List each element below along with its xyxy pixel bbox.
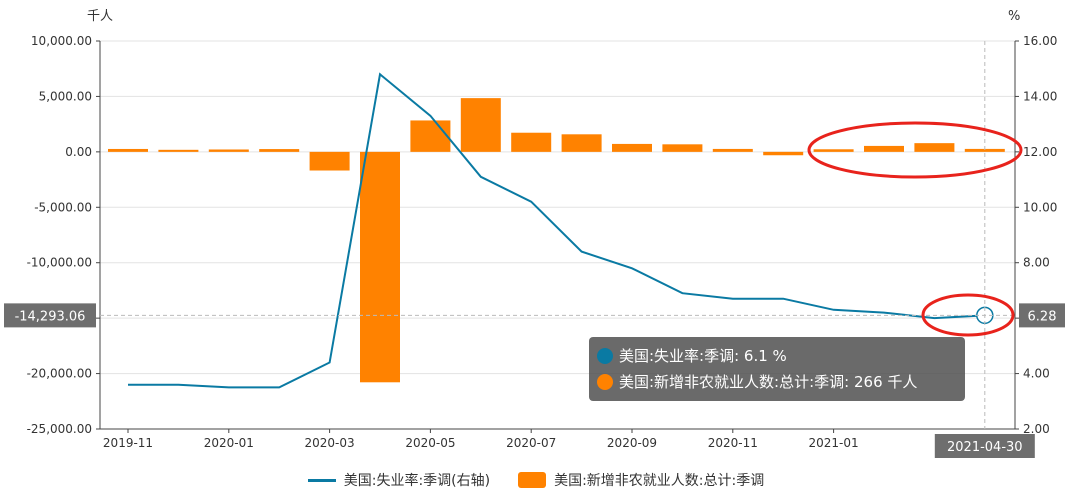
x-tick-label: 2020-07 <box>506 436 556 450</box>
bar-2021-02 <box>864 145 904 152</box>
legend-payrolls-label: 美国:新增非农就业人数:总计:季调 <box>554 473 765 489</box>
bar-2020-03 <box>309 151 350 171</box>
axes: 10,000.00 5,000.00 0.00 -5,000.00 -10,000.00… <box>27 34 1058 450</box>
tooltip-payrolls-text: 美国:新增非农就业人数:总计:季调: 266 千人 <box>619 373 918 391</box>
bar-2020-01 <box>208 149 249 152</box>
right-tick-label: 8.00 <box>1023 256 1050 270</box>
legend-unemployment-label: 美国:失业率:季调(右轴) <box>343 473 491 489</box>
bar-2020-07 <box>511 132 552 152</box>
bar-2020-06 <box>460 98 501 152</box>
right-pointer-label: 6.28 <box>1019 303 1065 328</box>
left-tick-label: 10,000.00 <box>31 34 92 48</box>
right-tick-label: 12.00 <box>1023 145 1057 159</box>
bar-series <box>108 98 1005 383</box>
chart-legend: 美国:失业率:季调(右轴) 美国:新增非农就业人数:总计:季调 <box>0 468 1072 492</box>
x-tick-label: 2021-01 <box>809 436 859 450</box>
right-tick-label: 10.00 <box>1023 200 1057 214</box>
bar-2020-09 <box>612 143 652 152</box>
bar-2020-04 <box>360 151 400 383</box>
annotation-ellipse-recent-bars <box>807 121 1023 179</box>
right-axis-unit: % <box>1008 9 1020 24</box>
x-tick-label: 2020-05 <box>405 436 455 450</box>
unemployment-line <box>128 72 985 389</box>
x-pointer-label: 2021-04-30 <box>934 434 1035 458</box>
bar-2019-12 <box>158 149 199 152</box>
bar-2020-02 <box>259 149 300 152</box>
bar-2020-10 <box>662 144 703 152</box>
left-axis-unit: 千人 <box>87 9 113 24</box>
x-tick-label: 2019-11 <box>103 436 153 450</box>
unemployment-dot-icon <box>597 348 613 364</box>
left-tick-label: -25,000.00 <box>27 422 92 436</box>
left-tick-label: 5,000.00 <box>39 89 92 103</box>
bar-2020-12 <box>763 151 804 156</box>
x-tick-label: 2020-11 <box>708 436 758 450</box>
x-pointer-label-background <box>934 434 1035 458</box>
left-tick-label: -20,000.00 <box>27 367 92 381</box>
right-pointer-label-text: 6.28 <box>1028 309 1057 324</box>
annotation-ellipse-latest-point <box>921 293 1015 337</box>
bar-2021-03 <box>914 143 955 152</box>
grid-lines <box>100 40 1015 430</box>
x-pointer-label-text: 2021-04-30 <box>947 440 1023 455</box>
left-tick-label: -10,000.00 <box>27 256 92 270</box>
left-pointer-label-text: -14,293.06 <box>15 309 86 324</box>
right-pointer-label-background <box>1019 303 1065 328</box>
right-tick-label: 2.00 <box>1023 422 1050 436</box>
left-tick-label: -5,000.00 <box>34 200 92 214</box>
x-tick-label: 2020-03 <box>305 436 355 450</box>
right-tick-label: 14.00 <box>1023 89 1057 103</box>
legend-item-unemployment[interactable]: 美国:失业率:季调(右轴) <box>307 470 491 490</box>
bar-2021-01 <box>813 149 854 152</box>
bar-2019-11 <box>108 148 148 152</box>
x-tick-label: 2020-01 <box>204 436 254 450</box>
bar-swatch-icon <box>518 472 547 488</box>
right-tick-label: 16.00 <box>1023 34 1057 48</box>
left-pointer-label: -14,293.06 <box>4 303 96 328</box>
tooltip-unemployment-text: 美国:失业率:季调: 6.1 % <box>619 347 787 365</box>
bar-2020-11 <box>712 148 753 152</box>
right-tick-label: 4.00 <box>1023 367 1050 381</box>
left-tick-label: 0.00 <box>65 145 92 159</box>
legend-item-payrolls[interactable]: 美国:新增非农就业人数:总计:季调 <box>518 470 764 490</box>
bar-2020-08 <box>561 134 602 152</box>
left-pointer-label-background <box>4 303 96 328</box>
annotations <box>807 121 1023 337</box>
payrolls-dot-icon <box>597 374 613 390</box>
line-swatch-icon <box>307 478 336 482</box>
bar-2021-04 <box>964 148 1005 152</box>
chart-tooltip: 美国:失业率:季调: 6.1 % 美国:新增非农就业人数:总计:季调: 266 … <box>589 337 965 401</box>
tooltip-row-payrolls: 美国:新增非农就业人数:总计:季调: 266 千人 <box>597 369 957 395</box>
bar-2020-05 <box>410 120 451 152</box>
crosshair: -14,293.06 6.28 2021-04-30 <box>4 41 1065 458</box>
x-tick-label: 2020-09 <box>607 436 657 450</box>
tooltip-row-unemployment: 美国:失业率:季调: 6.1 % <box>597 343 957 369</box>
